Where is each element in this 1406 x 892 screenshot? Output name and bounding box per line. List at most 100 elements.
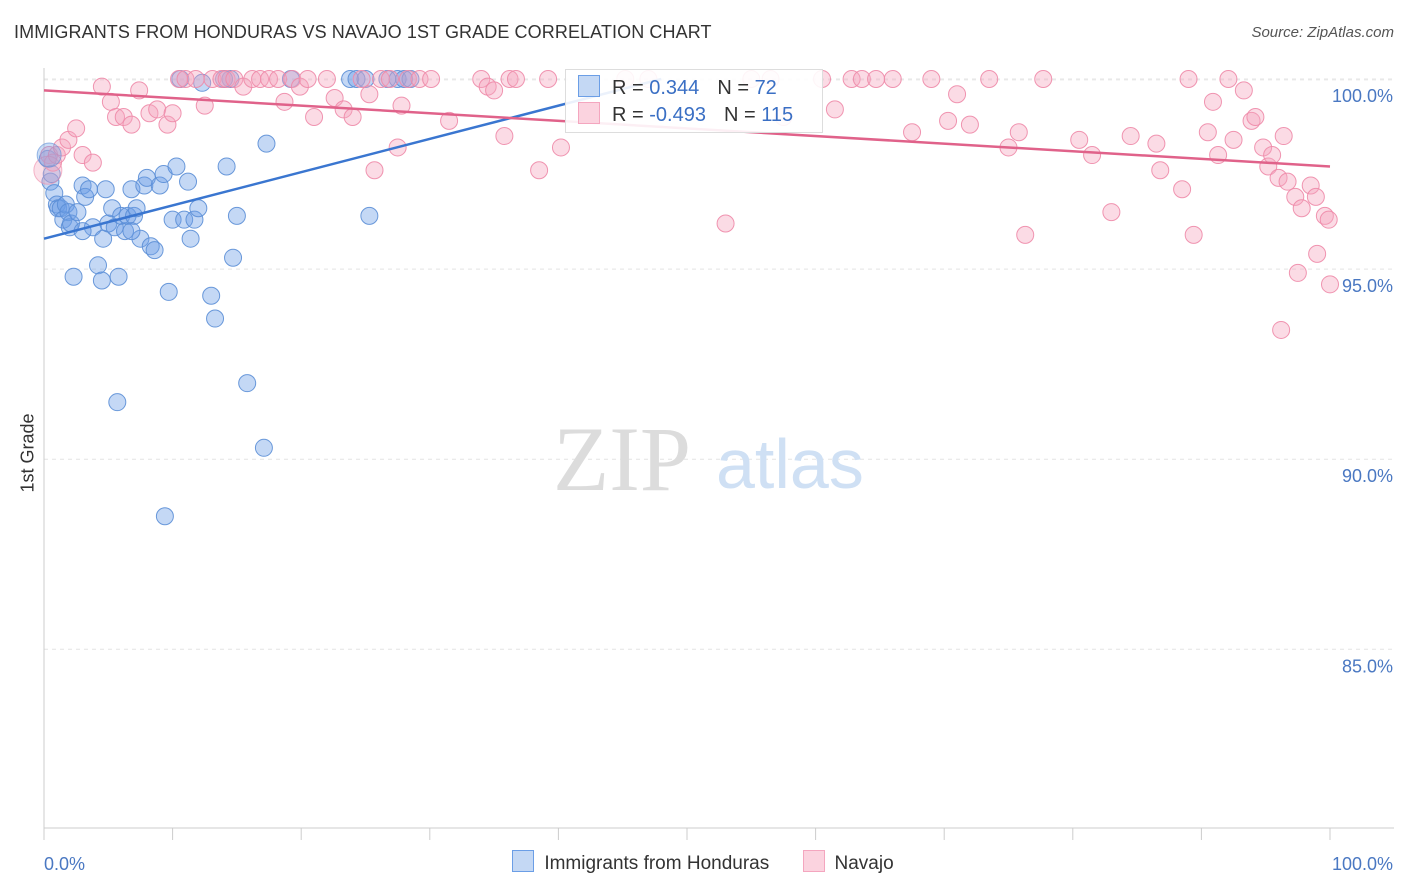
point-honduras — [59, 203, 78, 222]
point-navajo — [283, 70, 302, 89]
point-navajo — [883, 70, 902, 89]
axes — [43, 68, 1394, 840]
point-navajo — [960, 115, 979, 134]
point-navajo — [225, 70, 244, 89]
point-navajo — [1234, 81, 1253, 100]
r-value-navajo: -0.493 — [649, 104, 706, 126]
point-navajo — [1198, 123, 1217, 142]
point-honduras — [122, 222, 141, 241]
point-navajo — [148, 100, 167, 119]
point-navajo — [1246, 108, 1265, 127]
point-navajo — [1102, 203, 1121, 222]
point-navajo — [1179, 70, 1198, 89]
point-navajo — [1151, 161, 1170, 180]
point-navajo — [825, 100, 844, 119]
point-honduras — [185, 210, 204, 229]
point-navajo — [1254, 138, 1273, 157]
point-navajo — [1308, 244, 1327, 263]
point-honduras — [254, 438, 273, 457]
point-navajo — [500, 70, 519, 89]
legend-item-honduras[interactable]: Immigrants from Honduras — [512, 850, 769, 875]
x-tick-label: 0.0% — [44, 854, 85, 874]
source-label: Source: ZipAtlas.com — [1251, 24, 1394, 41]
point-navajo — [290, 77, 309, 96]
point-navajo — [73, 146, 92, 165]
watermark: ZIP atlas — [553, 408, 864, 510]
point-navajo — [852, 70, 871, 89]
n-value-navajo: 115 — [761, 104, 794, 126]
y-tick-label: 95.0% — [1342, 276, 1393, 296]
point-navajo — [948, 85, 967, 104]
data-points — [33, 70, 1339, 526]
legend-row-honduras: R = 0.344 N = 72 — [578, 75, 777, 103]
point-navajo — [422, 70, 441, 89]
y-tick-label: 85.0% — [1342, 656, 1393, 676]
point-navajo — [506, 70, 525, 89]
legend-swatch-honduras — [578, 75, 600, 97]
point-navajo — [1070, 130, 1089, 149]
point-navajo — [440, 111, 459, 130]
x-tick-label: 100.0% — [1332, 854, 1393, 874]
point-honduras — [257, 134, 276, 153]
point-navajo — [122, 115, 141, 134]
point-navajo — [867, 70, 886, 89]
point-navajo — [1263, 146, 1282, 165]
point-honduras — [41, 172, 60, 191]
point-honduras — [80, 180, 99, 199]
legend-item-navajo[interactable]: Navajo — [802, 850, 894, 875]
y-tick-label: 90.0% — [1342, 466, 1393, 486]
chart-title: IMMIGRANTS FROM HONDURAS VS NAVAJO 1ST G… — [14, 22, 712, 42]
point-navajo — [1321, 275, 1339, 294]
point-honduras — [175, 210, 194, 229]
point-navajo — [1184, 225, 1203, 244]
point-navajo — [234, 77, 253, 96]
watermark-atlas: atlas — [716, 425, 864, 503]
point-honduras — [159, 282, 178, 301]
point-navajo — [980, 70, 999, 89]
point-navajo — [176, 70, 195, 89]
point-navajo — [53, 138, 72, 157]
point-navajo — [67, 119, 86, 138]
point-honduras — [64, 267, 83, 286]
point-navajo — [371, 70, 390, 89]
point-honduras — [181, 229, 200, 248]
point-navajo — [352, 70, 371, 89]
point-navajo — [360, 85, 379, 104]
point-honduras — [45, 184, 64, 203]
point-navajo — [1292, 199, 1311, 218]
point-navajo — [1016, 225, 1035, 244]
point-navajo — [1034, 70, 1053, 89]
point-navajo — [1121, 127, 1140, 146]
point-navajo — [939, 111, 958, 130]
point-navajo — [343, 108, 362, 127]
point-navajo — [1274, 127, 1293, 146]
point-navajo — [186, 70, 205, 89]
point-navajo — [1288, 263, 1307, 282]
legend-row-navajo: R = -0.493 N = 115 — [578, 102, 793, 130]
point-navajo — [1272, 320, 1291, 339]
point-honduras — [167, 157, 186, 176]
y-tick-label: 100.0% — [1332, 86, 1393, 106]
point-honduras — [103, 199, 122, 218]
point-honduras — [360, 206, 379, 225]
point-navajo — [1301, 176, 1320, 195]
point-honduras — [155, 507, 174, 526]
point-honduras — [217, 157, 236, 176]
point-honduras — [179, 172, 198, 191]
point-honduras — [150, 176, 169, 195]
point-honduras — [227, 206, 246, 225]
point-navajo — [275, 92, 294, 111]
point-navajo — [217, 70, 236, 89]
point-navajo — [92, 77, 111, 96]
point-navajo — [251, 70, 270, 89]
point-honduras — [89, 256, 108, 275]
r-label: R = — [612, 104, 644, 126]
point-navajo — [1306, 187, 1325, 206]
point-honduras — [109, 267, 128, 286]
point-honduras — [202, 286, 221, 305]
point-navajo — [539, 70, 558, 89]
point-navajo — [1224, 130, 1243, 149]
point-honduras — [68, 203, 87, 222]
r-value-honduras: 0.344 — [649, 77, 700, 99]
